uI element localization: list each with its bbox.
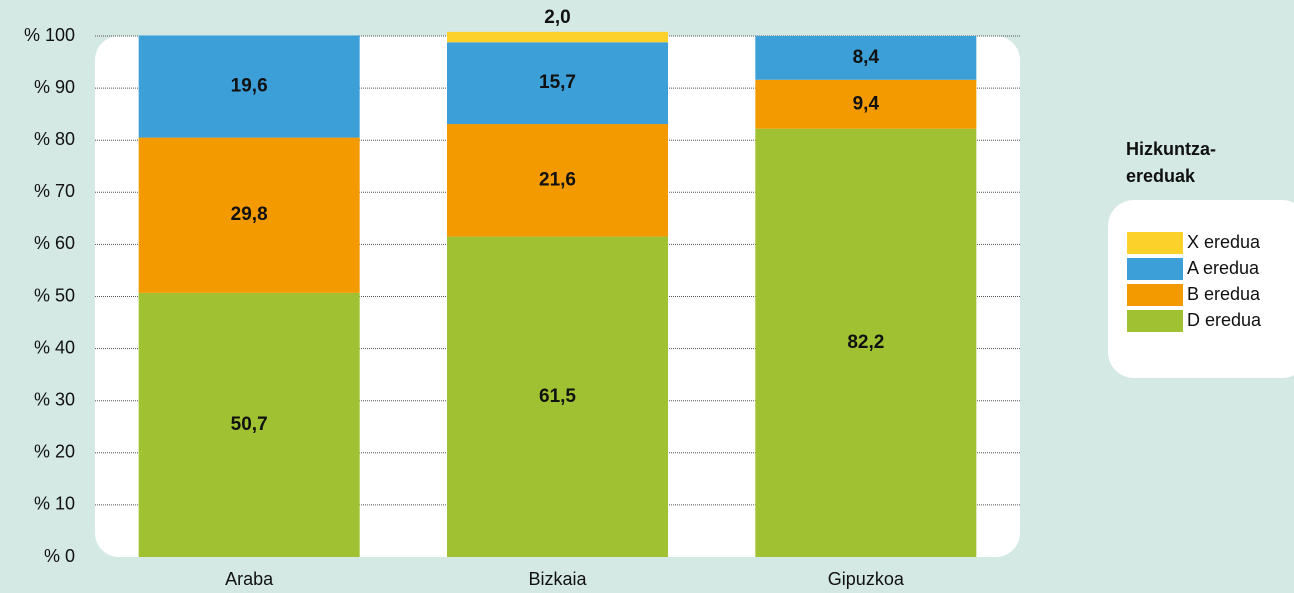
value-label: 19,6 (231, 76, 268, 97)
y-tick-label: % 30 (34, 389, 75, 409)
x-tick-label: Gipuzkoa (828, 569, 905, 589)
bar-segment (447, 124, 668, 237)
bar-segment (138, 35, 360, 138)
y-tick-label: % 90 (34, 77, 75, 97)
legend-label: X eredua (1187, 232, 1261, 252)
legend-swatch (1127, 284, 1183, 306)
y-tick-label: % 40 (34, 337, 75, 357)
bar-segment (447, 31, 668, 43)
value-label: 50,7 (231, 414, 268, 435)
value-label: 2,0 (544, 7, 570, 28)
y-tick-label: % 50 (34, 285, 75, 305)
y-tick-label: % 80 (34, 129, 75, 149)
legend-swatch (1127, 258, 1183, 280)
legend-label: A eredua (1187, 258, 1260, 278)
bar-segment (447, 42, 668, 125)
legend-label: D eredua (1187, 310, 1262, 330)
value-label: 8,4 (853, 47, 880, 68)
legend-title: Hizkuntza- (1126, 139, 1216, 159)
bar-segment (755, 128, 977, 557)
bar-segment (447, 236, 668, 557)
legend-swatch (1127, 310, 1183, 332)
legend-title: ereduak (1126, 166, 1196, 186)
y-tick-label: % 70 (34, 181, 75, 201)
x-tick-label: Bizkaia (528, 569, 587, 589)
y-tick-label: % 100 (24, 25, 75, 45)
bar-segment (755, 79, 977, 129)
bar-segment (755, 36, 977, 80)
y-tick-label: % 60 (34, 233, 75, 253)
value-label: 82,2 (847, 332, 884, 353)
value-label: 29,8 (231, 204, 268, 225)
y-tick-label: % 0 (44, 546, 75, 566)
value-label: 15,7 (539, 72, 576, 93)
legend-swatch (1127, 232, 1183, 254)
y-tick-label: % 10 (34, 494, 75, 514)
value-label: 61,5 (539, 386, 576, 407)
bar-segment (138, 292, 360, 557)
value-label: 9,4 (853, 93, 880, 114)
y-tick-label: % 20 (34, 442, 75, 462)
legend-label: B eredua (1187, 284, 1261, 304)
x-tick-label: Araba (225, 569, 274, 589)
bar-segment (138, 137, 360, 293)
value-label: 21,6 (539, 169, 576, 190)
